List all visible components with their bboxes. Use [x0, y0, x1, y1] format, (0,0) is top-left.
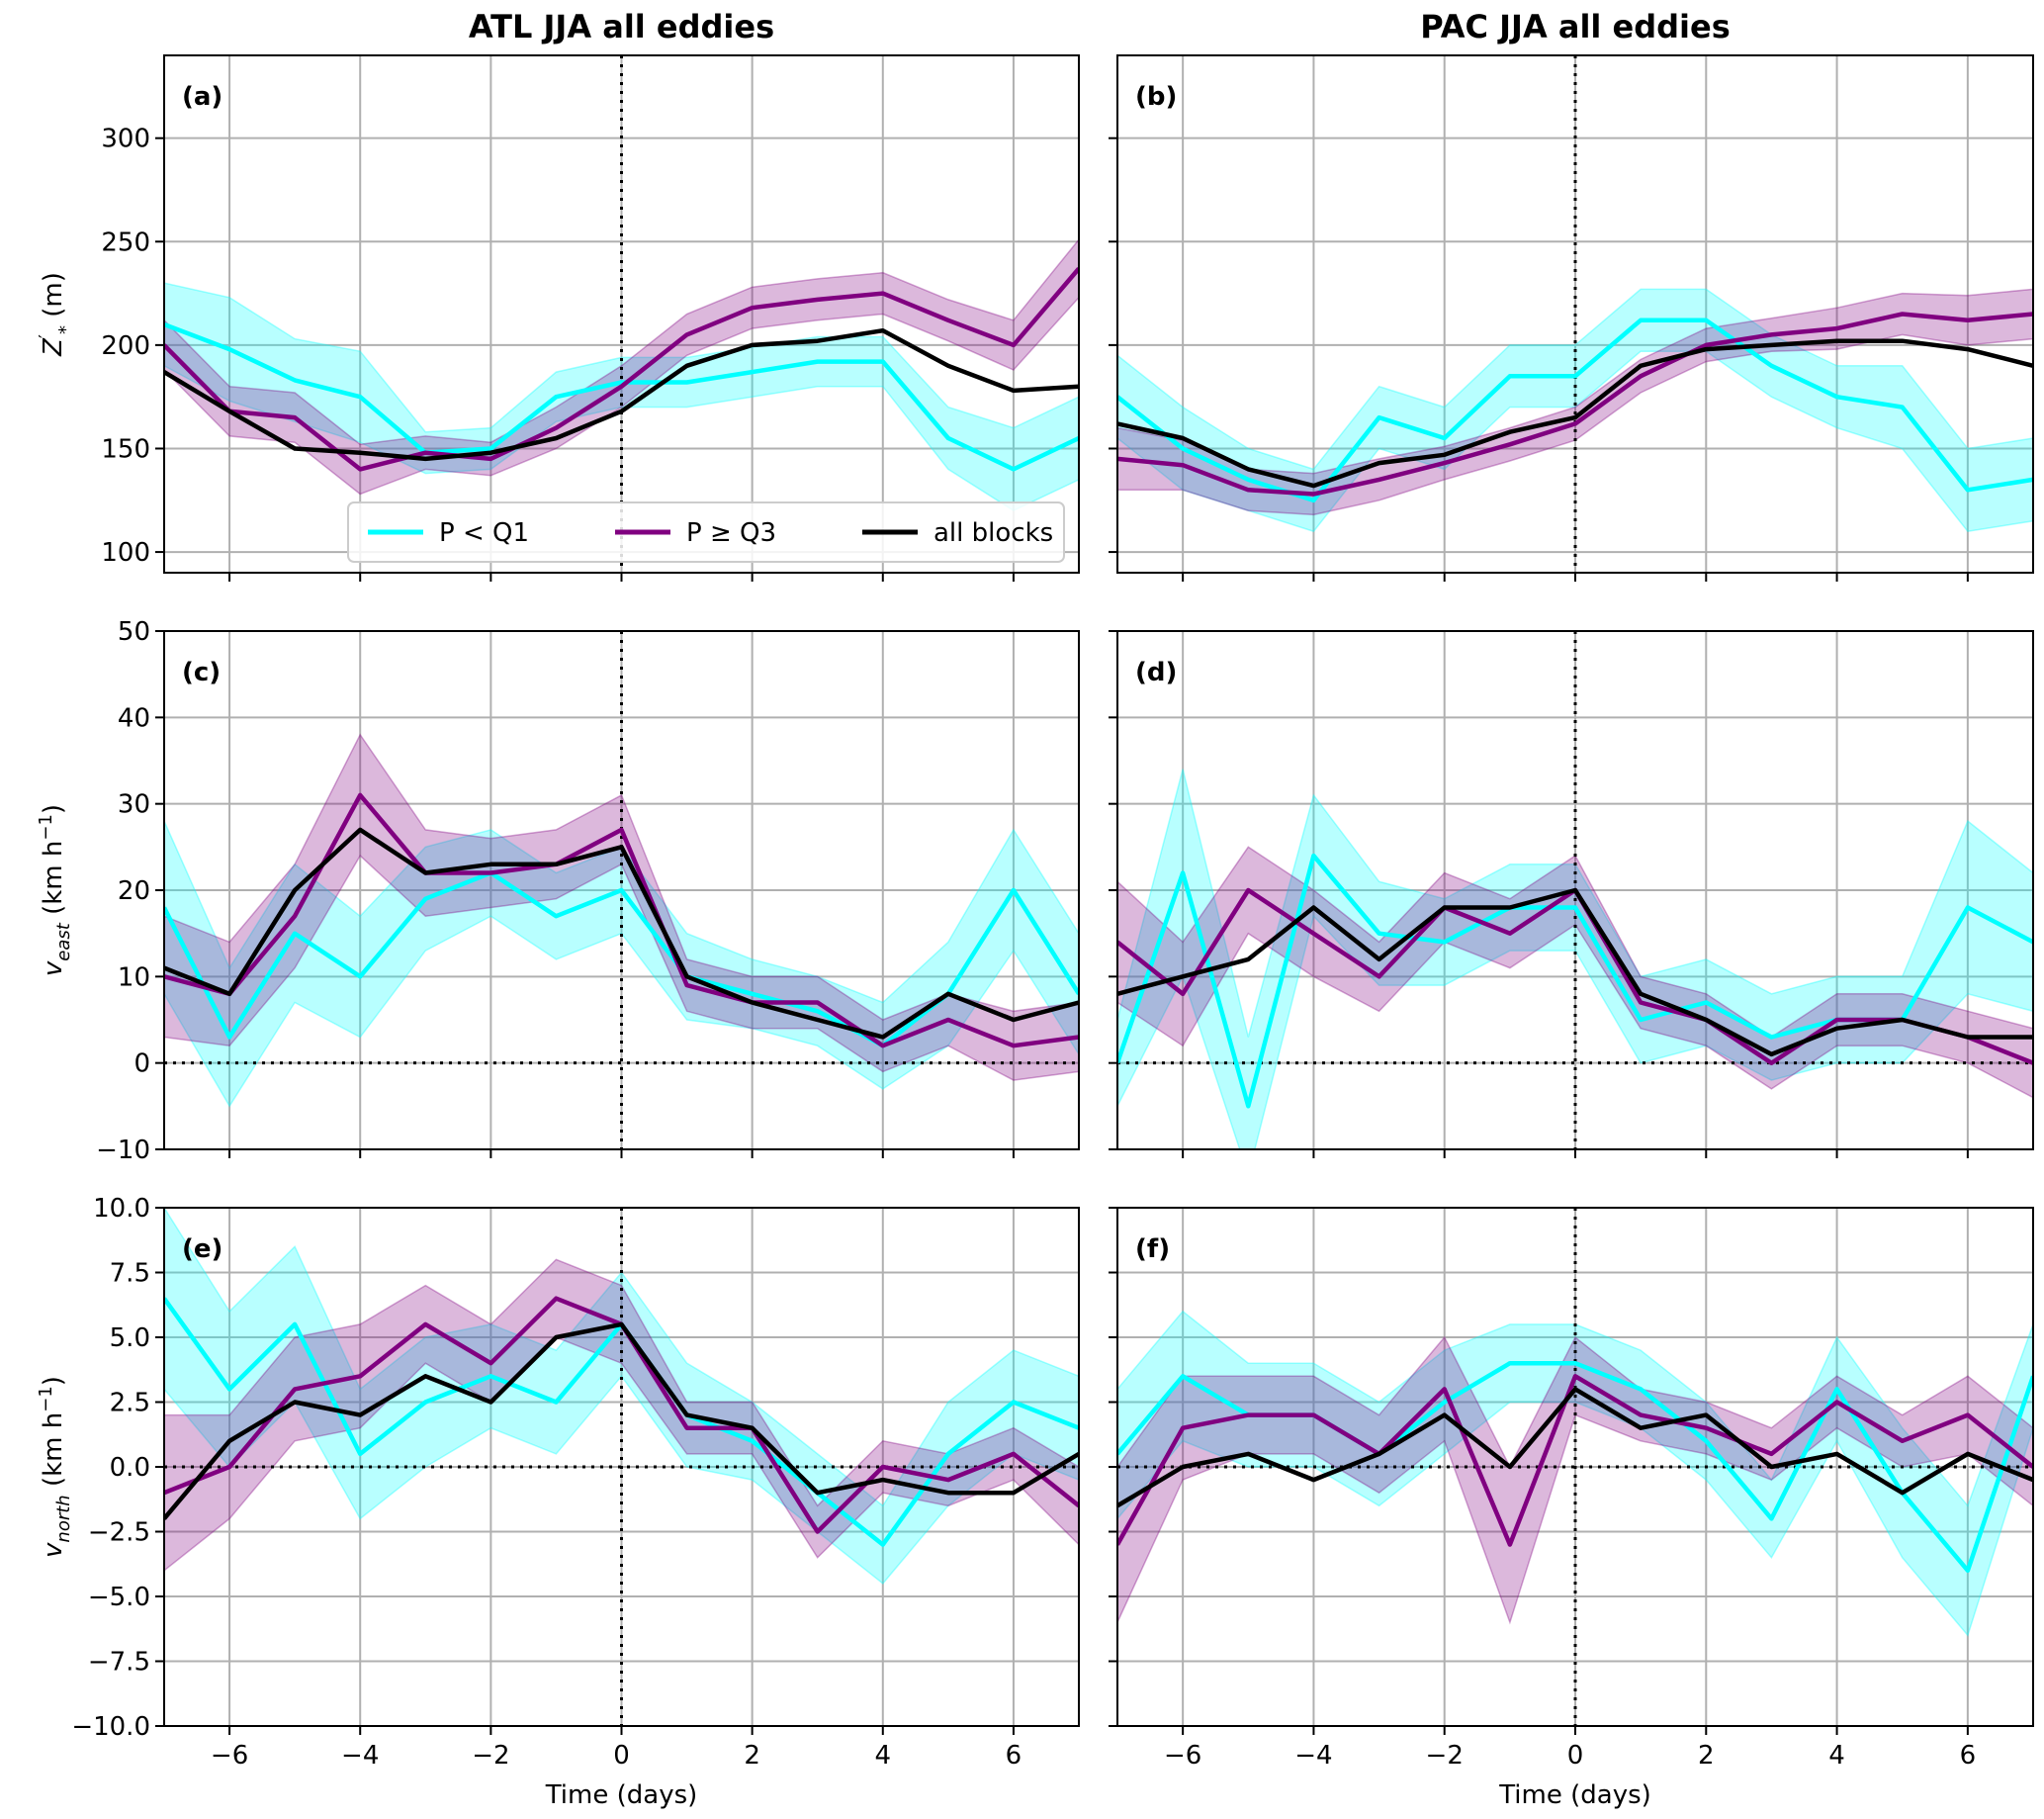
- series-line-all: [1117, 338, 2033, 489]
- series-line-high: [164, 792, 1079, 1048]
- panel-b: (b): [1109, 54, 2034, 582]
- y-tick-label: −7.5: [88, 1648, 150, 1678]
- y-tick-label: 5.0: [110, 1323, 150, 1353]
- series-line-low: [1117, 318, 2033, 503]
- band-high: [1117, 288, 2033, 516]
- y-tick-label: 10: [118, 962, 150, 992]
- x-tick-label: 0: [613, 1741, 630, 1771]
- series-line-all: [1117, 887, 2033, 1057]
- x-axis-label: Time (days): [545, 1780, 698, 1810]
- panel-d: (d): [1109, 630, 2034, 1158]
- x-tick-label: −4: [341, 1741, 379, 1771]
- panel-label: (e): [182, 1234, 222, 1264]
- y-tick-label: −2.5: [88, 1518, 150, 1548]
- x-tick-label: 6: [1960, 1741, 1977, 1771]
- legend-box: [347, 501, 1065, 563]
- y-tick-label: 300: [101, 125, 150, 154]
- series-line-high: [164, 267, 1079, 472]
- y-tick-label: 40: [118, 703, 150, 733]
- band-low: [1117, 288, 2033, 533]
- panel-label: (b): [1135, 82, 1177, 112]
- y-tick-label: −5.0: [88, 1583, 150, 1612]
- y-tick-label: 10.0: [93, 1194, 150, 1224]
- panel-label: (a): [182, 82, 222, 112]
- x-tick-label: 2: [1698, 1741, 1715, 1771]
- series-line-all: [1117, 1387, 2033, 1508]
- series-line-all: [164, 827, 1079, 1040]
- panel-f: −6 −4 −2 0 2 4 6 Time (days) (f): [1109, 1207, 2034, 1810]
- plot-area: [164, 55, 1079, 573]
- series-line-all: [164, 1321, 1079, 1520]
- y-tick-label: 7.5: [110, 1259, 150, 1289]
- plot-area: [164, 1208, 1079, 1726]
- x-tick-label: 4: [875, 1741, 892, 1771]
- x-tick-label: 6: [1006, 1741, 1022, 1771]
- band-high: [164, 238, 1079, 496]
- x-tick-label: −2: [1426, 1741, 1464, 1771]
- series-line-high: [1117, 312, 2033, 497]
- panel-c: −10 0 10 20 30 40 50 (c): [96, 617, 1080, 1165]
- y-tick-label: 20: [118, 876, 150, 906]
- panel-label: (c): [182, 658, 221, 687]
- y-tick-label: 0: [133, 1049, 150, 1079]
- panel-label: (d): [1135, 658, 1177, 687]
- y-tick-label: 200: [101, 331, 150, 361]
- x-tick-label: 2: [744, 1741, 760, 1771]
- panel-label: (f): [1135, 1234, 1170, 1264]
- x-tick-label: 4: [1828, 1741, 1845, 1771]
- column-title-2: PAC JJA all eddies: [1420, 8, 1731, 45]
- y-axis-label-row-1: Z′* (m): [36, 272, 76, 357]
- y-tick-label: −10.0: [71, 1712, 150, 1742]
- y-tick-label: 150: [101, 434, 150, 464]
- x-tick-label: −4: [1294, 1741, 1332, 1771]
- legend-label-all: all blocks: [933, 518, 1053, 548]
- y-tick-label: 2.5: [110, 1389, 150, 1418]
- series-line-high: [1117, 1374, 2033, 1547]
- panel-e: −6 −4 −2 0 2 4 6 Time (days) −10.0 −7.5 −5.0 −2.5 0.…: [71, 1194, 1080, 1810]
- series-line-low: [164, 870, 1079, 1048]
- band-low: [164, 1208, 1079, 1585]
- band-low: [1117, 1310, 2033, 1637]
- panel-a: 100 150 200 250 300 (a): [101, 54, 1080, 582]
- legend-label-low: P < Q1: [439, 518, 529, 548]
- band-low: [164, 820, 1079, 1108]
- column-title-1: ATL JJA all eddies: [469, 8, 774, 45]
- band-high: [1117, 1335, 2033, 1625]
- y-tick-label: 30: [118, 790, 150, 820]
- y-tick-label: 100: [101, 538, 150, 568]
- series-line-all: [164, 327, 1079, 462]
- x-axis-label: Time (days): [1498, 1780, 1651, 1810]
- y-axis-label-row-2: veast (km h−1): [36, 804, 74, 976]
- y-tick-label: −10: [96, 1136, 150, 1165]
- plot-area: [1117, 631, 2033, 1149]
- y-tick-label: 0.0: [110, 1453, 150, 1483]
- plot-area: [1117, 1208, 2033, 1726]
- band-high: [164, 733, 1079, 1081]
- plot-area: [1117, 55, 2033, 573]
- series-line-low: [164, 321, 1079, 472]
- y-axis-label-row-3: vnorth (km h−1): [36, 1376, 74, 1558]
- legend: P < Q1 P ≥ Q3 all blocks: [347, 501, 1065, 563]
- band-high: [1117, 846, 2033, 1099]
- legend-label-high: P ≥ Q3: [686, 518, 776, 548]
- x-tick-label: 0: [1567, 1741, 1584, 1771]
- y-tick-label: 50: [118, 617, 150, 647]
- band-low: [1117, 769, 2033, 1149]
- y-tick-label: 250: [101, 227, 150, 257]
- x-tick-label: −6: [211, 1741, 248, 1771]
- plot-area: [164, 631, 1079, 1149]
- x-tick-label: −2: [472, 1741, 509, 1771]
- band-high: [164, 1258, 1079, 1572]
- x-tick-label: −6: [1164, 1741, 1201, 1771]
